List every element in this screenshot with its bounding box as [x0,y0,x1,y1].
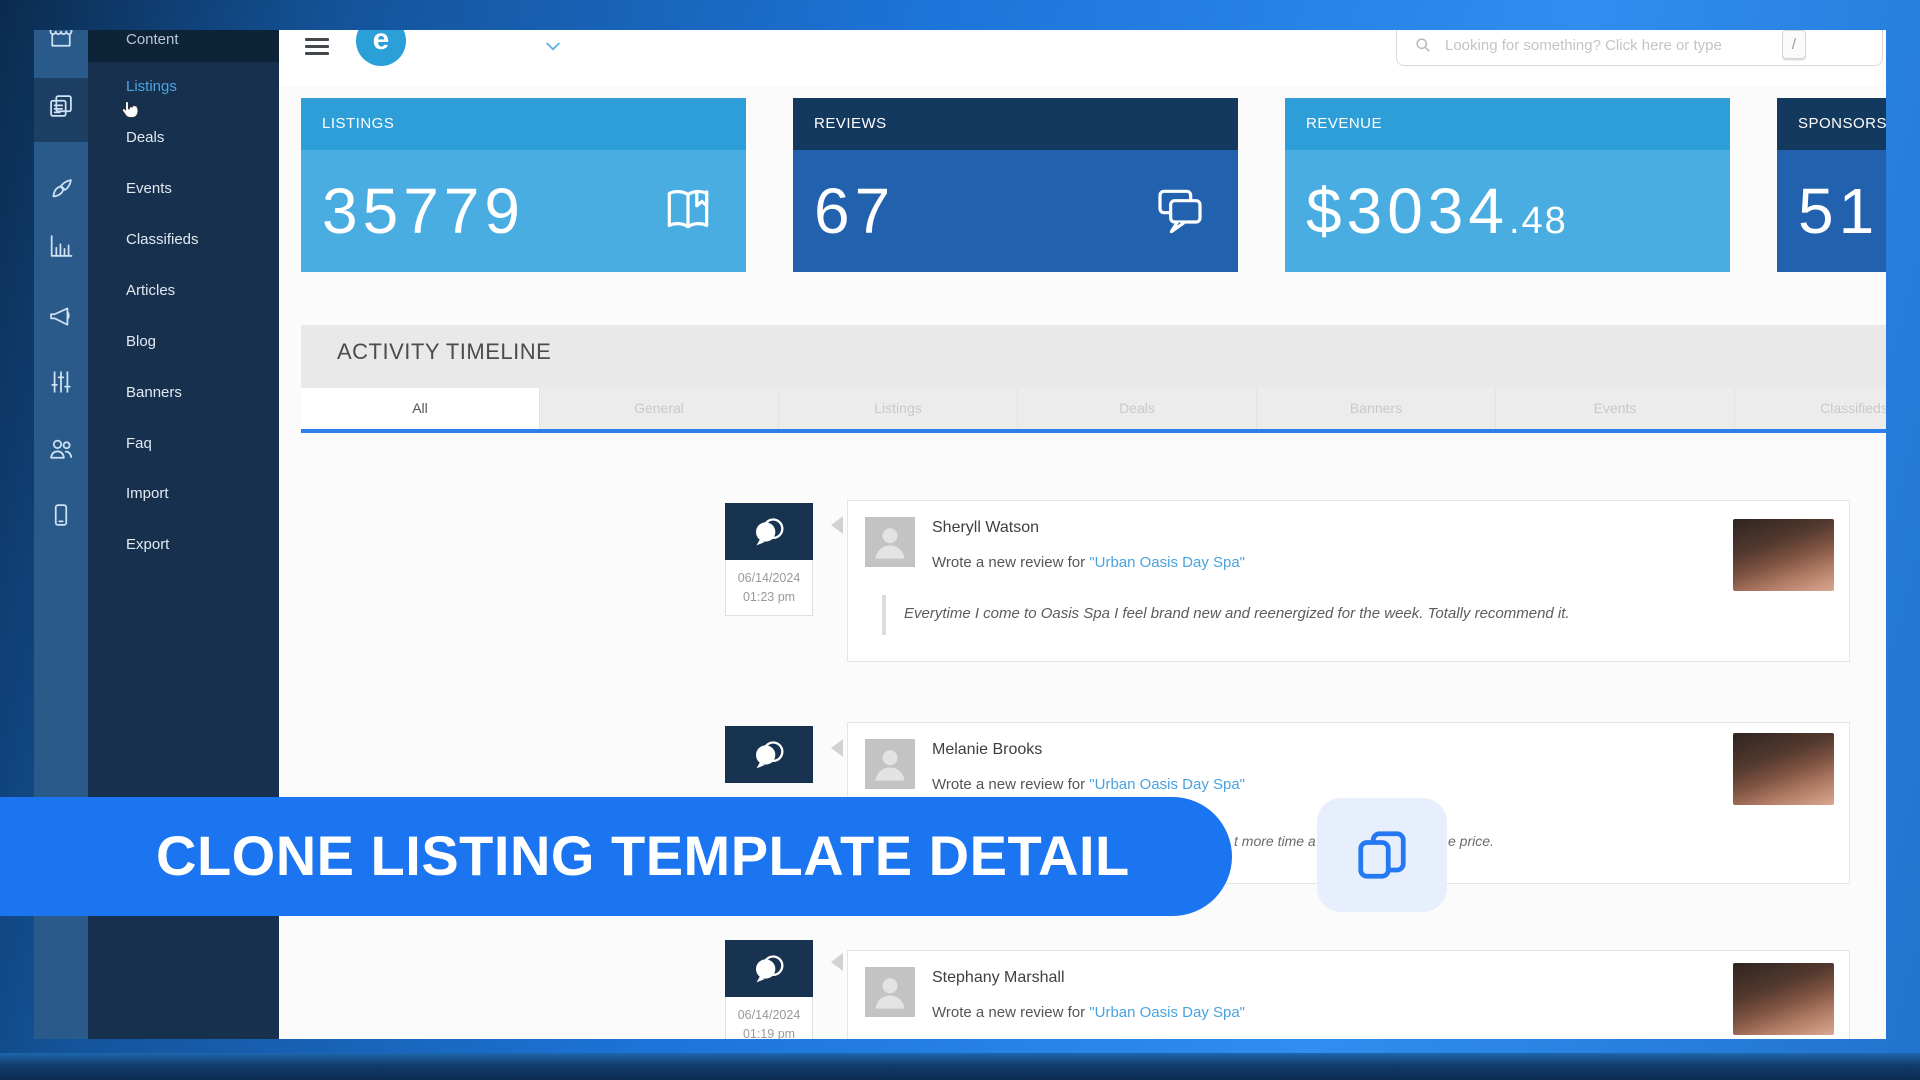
entry-action: Wrote a new review for "Urban Oasis Day … [932,554,1246,571]
menu-item-import[interactable]: Import [126,485,169,502]
stat-label: SPONSORS [1777,98,1886,150]
avatar [865,739,915,789]
storefront-icon[interactable] [47,30,75,51]
tab-listings[interactable]: Listings [779,388,1018,429]
tab-events[interactable]: Events [1496,388,1735,429]
reviewer-name: Sheryll Watson [932,519,1039,536]
listing-thumbnail[interactable] [1733,733,1834,805]
tab-banners[interactable]: Banners [1257,388,1496,429]
reviewer-name: Stephany Marshall [932,969,1065,986]
cursor-pointer-icon [118,98,142,122]
chevron-down-icon[interactable] [543,36,563,56]
activity-timeline-panel: ACTIVITY TIMELINE All General Listings D… [301,325,1886,1039]
stat-card-revenue[interactable]: REVENUE $3034.48 [1285,98,1730,272]
copy-icon-card [1317,798,1447,912]
stat-label: LISTINGS [301,98,746,150]
timeline-arrow [831,516,843,534]
listing-link[interactable]: "Urban Oasis Day Spa" [1089,554,1246,571]
book-icon [656,178,720,242]
quote-fragment: e price. [1448,833,1494,849]
banner-title: CLONE LISTING TEMPLATE DETAIL [156,823,1130,887]
mobile-icon[interactable] [47,501,75,529]
stat-value: 67 [814,175,896,247]
menu-toggle-icon[interactable] [305,38,329,56]
stat-value: $3034.48 [1306,175,1568,247]
copy-icon [1358,831,1406,879]
tabs-underline [301,429,1886,433]
bar-chart-icon[interactable] [47,232,75,260]
timeline-entry-card: Sheryll Watson Wrote a new review for "U… [847,500,1850,662]
timeline-review-icon [725,503,813,560]
menu-item-listings[interactable]: Listings [126,78,177,95]
pages-icon[interactable] [47,92,75,120]
sliders-icon[interactable] [47,368,75,396]
submenu-header-content[interactable]: Content [88,30,279,62]
menu-item-export[interactable]: Export [126,536,170,553]
listing-thumbnail[interactable] [1733,519,1834,591]
listing-link[interactable]: "Urban Oasis Day Spa" [1089,1004,1246,1021]
chat-bubbles-icon [1148,178,1212,242]
menu-item-blog[interactable]: Blog [126,333,157,350]
avatar [865,967,915,1017]
timeline-arrow [831,953,843,971]
main-area: e / LISTINGS 35779 [279,30,1886,1039]
timeline-review-icon [725,726,813,783]
timeline-review-icon [725,940,813,997]
menu-item-banners[interactable]: Banners [126,384,182,401]
stat-value: 35779 [322,175,525,247]
entry-action: Wrote a new review for "Urban Oasis Day … [932,776,1246,793]
tab-general[interactable]: General [540,388,779,429]
menu-item-articles[interactable]: Articles [126,282,176,299]
slash-shortcut-key: / [1782,30,1806,59]
stat-card-sponsors[interactable]: SPONSORS 51 [1777,98,1886,272]
stat-label: REVENUE [1285,98,1730,150]
stat-value: 51 [1798,175,1880,247]
tab-deals[interactable]: Deals [1018,388,1257,429]
paintbrush-icon[interactable] [47,176,75,204]
quote-bar [882,595,886,635]
tab-classifieds[interactable]: Classifieds [1735,388,1886,429]
menu-item-faq[interactable]: Faq [126,435,152,452]
timeline-date: 06/14/2024 01:19 pm [725,997,813,1039]
activity-tabs: All General Listings Deals Banners Event… [301,388,1886,429]
tab-all[interactable]: All [301,388,540,429]
search-input[interactable] [1445,31,1775,59]
search-icon [1416,38,1430,52]
active-rail-highlight [34,78,88,142]
megaphone-icon[interactable] [47,302,75,330]
clone-listing-banner: CLONE LISTING TEMPLATE DETAIL [0,797,1232,916]
menu-item-events[interactable]: Events [126,180,172,197]
search-box: / [1396,30,1883,66]
app-logo[interactable]: e [356,30,406,66]
stat-label: REVIEWS [793,98,1238,150]
timeline-date: 06/14/2024 01:23 pm [725,560,813,616]
timeline-arrow [831,739,843,757]
stat-value-decimal: .48 [1508,200,1568,242]
entry-action: Wrote a new review for "Urban Oasis Day … [932,1004,1246,1021]
review-quote: Everytime I come to Oasis Spa I feel bra… [904,605,1570,622]
topbar: e / [279,30,1886,86]
reviewer-name: Melanie Brooks [932,741,1043,758]
panel-title: ACTIVITY TIMELINE [337,339,552,364]
stat-card-reviews[interactable]: REVIEWS 67 [793,98,1238,272]
users-icon[interactable] [47,435,75,463]
listing-link[interactable]: "Urban Oasis Day Spa" [1089,776,1246,793]
avatar [865,517,915,567]
submenu-header-label: Content [126,31,179,48]
bottom-frame-bar [0,1053,1920,1080]
timeline-entry-card: Stephany Marshall Wrote a new review for… [847,950,1850,1039]
menu-item-classifieds[interactable]: Classifieds [126,231,199,248]
listing-thumbnail[interactable] [1733,963,1834,1035]
quote-fragment: t more time a [1234,833,1316,849]
stat-card-listings[interactable]: LISTINGS 35779 [301,98,746,272]
menu-item-deals[interactable]: Deals [126,129,165,146]
